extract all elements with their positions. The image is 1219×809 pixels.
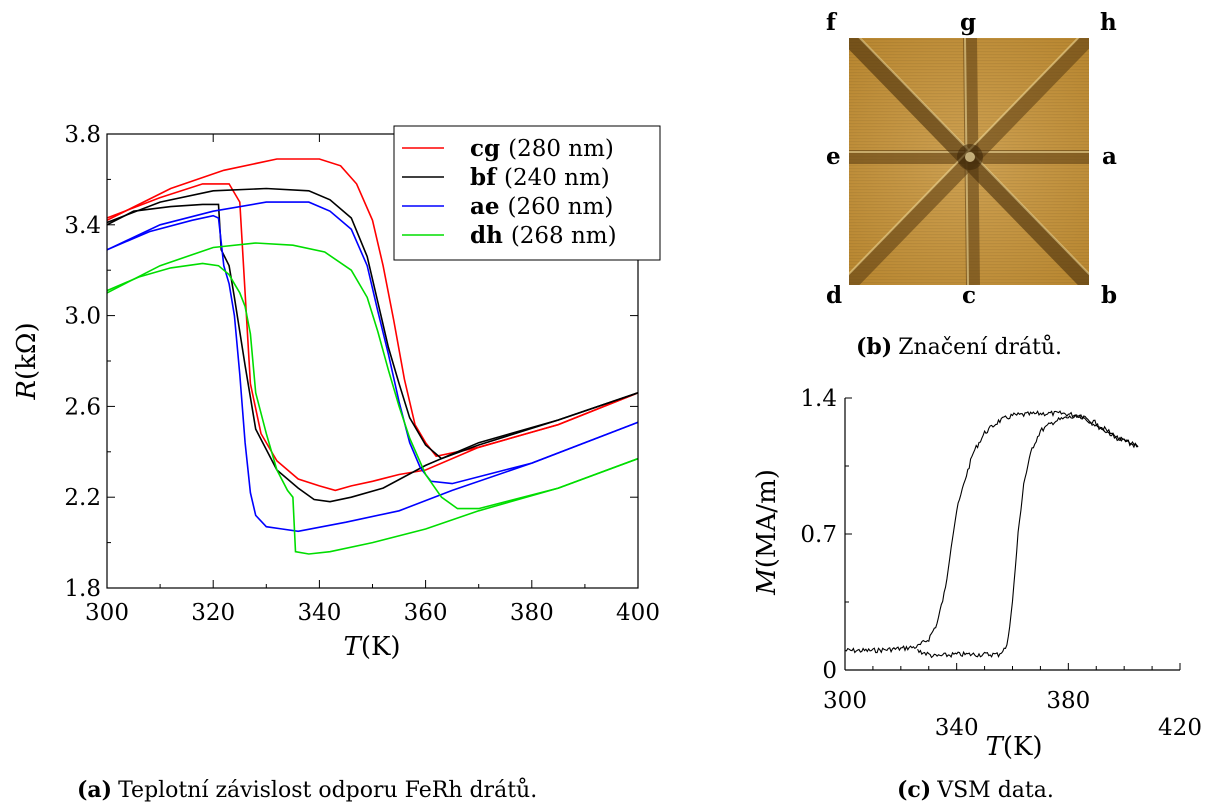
corner-label-d: d bbox=[826, 282, 842, 309]
corner-label-g: g bbox=[960, 9, 976, 36]
x-tick-label: 420 bbox=[1158, 715, 1202, 741]
y-tick-label: 3.4 bbox=[64, 213, 101, 239]
axis-ticks: 300 320 340 360 380 400 1.8 2.2 2.6 3.0 3.4 3.8 bbox=[64, 122, 660, 626]
caption-a-text: Teplotní závislost odporu FeRh drátů. bbox=[118, 778, 538, 803]
caption-b-text: Značení drátů. bbox=[898, 335, 1063, 360]
corner-label-c: c bbox=[962, 282, 976, 309]
corner-label-b: b bbox=[1101, 282, 1117, 309]
x-tick-label: 380 bbox=[510, 600, 554, 626]
caption-a-label: (a) bbox=[77, 777, 113, 803]
series-cg-heating bbox=[106, 158, 639, 458]
y-tick-label: 3.8 bbox=[64, 122, 101, 148]
caption-a: (a) Teplotní závislost odporu FeRh drátů. bbox=[77, 777, 537, 803]
axis-ticks: 300 340 380 420 0 0.7 1.4 bbox=[800, 386, 1202, 741]
y-tick-label: 0 bbox=[822, 658, 837, 684]
afm-image bbox=[849, 38, 1089, 285]
series-bf-heating bbox=[106, 187, 639, 460]
series-dh-heating bbox=[106, 242, 639, 510]
caption-b-label: (b) bbox=[856, 334, 893, 360]
x-tick-label: 360 bbox=[404, 600, 448, 626]
y-tick-label: 2.2 bbox=[64, 485, 101, 511]
caption-c: (c) VSM data. bbox=[897, 777, 1054, 803]
legend-label-cg: cg (280 nm) bbox=[470, 135, 614, 162]
panel-a-chart: 300 320 340 360 380 400 1.8 2.2 2.6 3.0 3.4 3.8 R(k… bbox=[12, 122, 661, 662]
y-tick-label: 0.7 bbox=[800, 522, 837, 548]
legend: cg (280 nm)bf (240 nm)ae (260 nm)dh (268 nm) bbox=[393, 125, 661, 261]
x-tick-label: 340 bbox=[935, 715, 979, 741]
x-axis-label: T(K) bbox=[985, 732, 1042, 762]
series-vsm-heating bbox=[917, 413, 1139, 659]
caption-b: (b) Značení drátů. bbox=[856, 334, 1062, 360]
corner-label-a: a bbox=[1102, 143, 1117, 170]
corner-label-e: e bbox=[826, 143, 841, 170]
panel-c-chart: 300 340 380 420 0 0.7 1.4 M(MA/m) T(K) bbox=[752, 386, 1202, 762]
y-tick-label: 2.6 bbox=[64, 394, 101, 420]
series-ae-heating bbox=[106, 201, 639, 485]
series-ae-cooling bbox=[106, 214, 639, 533]
legend-label-ae: ae (260 nm) bbox=[470, 193, 613, 220]
series-bf-cooling bbox=[106, 203, 639, 503]
x-axis-label: T(K) bbox=[343, 632, 400, 662]
legend-label-dh: dh (268 nm) bbox=[470, 222, 617, 249]
x-tick-label: 400 bbox=[616, 600, 660, 626]
vsm-plot bbox=[844, 410, 1139, 659]
x-tick-label: 320 bbox=[191, 600, 235, 626]
x-tick-label: 340 bbox=[297, 600, 341, 626]
y-tick-label: 1.4 bbox=[800, 386, 837, 412]
corner-label-f: f bbox=[826, 9, 838, 36]
x-tick-label: 300 bbox=[85, 600, 129, 626]
y-axis-label: R(kΩ) bbox=[12, 322, 42, 400]
resistance-plot bbox=[106, 158, 639, 555]
series-vsm-cooling bbox=[844, 410, 1139, 654]
series-cg-cooling bbox=[106, 183, 639, 492]
x-tick-label: 300 bbox=[823, 688, 867, 714]
caption-c-label: (c) bbox=[897, 777, 932, 803]
series-dh-cooling bbox=[106, 262, 639, 555]
x-tick-label: 380 bbox=[1046, 688, 1090, 714]
panel-b-image: f g h e a d c b bbox=[826, 9, 1117, 309]
corner-label-h: h bbox=[1100, 9, 1117, 36]
caption-c-text: VSM data. bbox=[937, 778, 1054, 803]
y-tick-label: 1.8 bbox=[64, 576, 101, 602]
y-axis-label: M(MA/m) bbox=[752, 469, 782, 596]
legend-label-bf: bf (240 nm) bbox=[470, 164, 610, 191]
y-tick-label: 3.0 bbox=[64, 304, 101, 330]
